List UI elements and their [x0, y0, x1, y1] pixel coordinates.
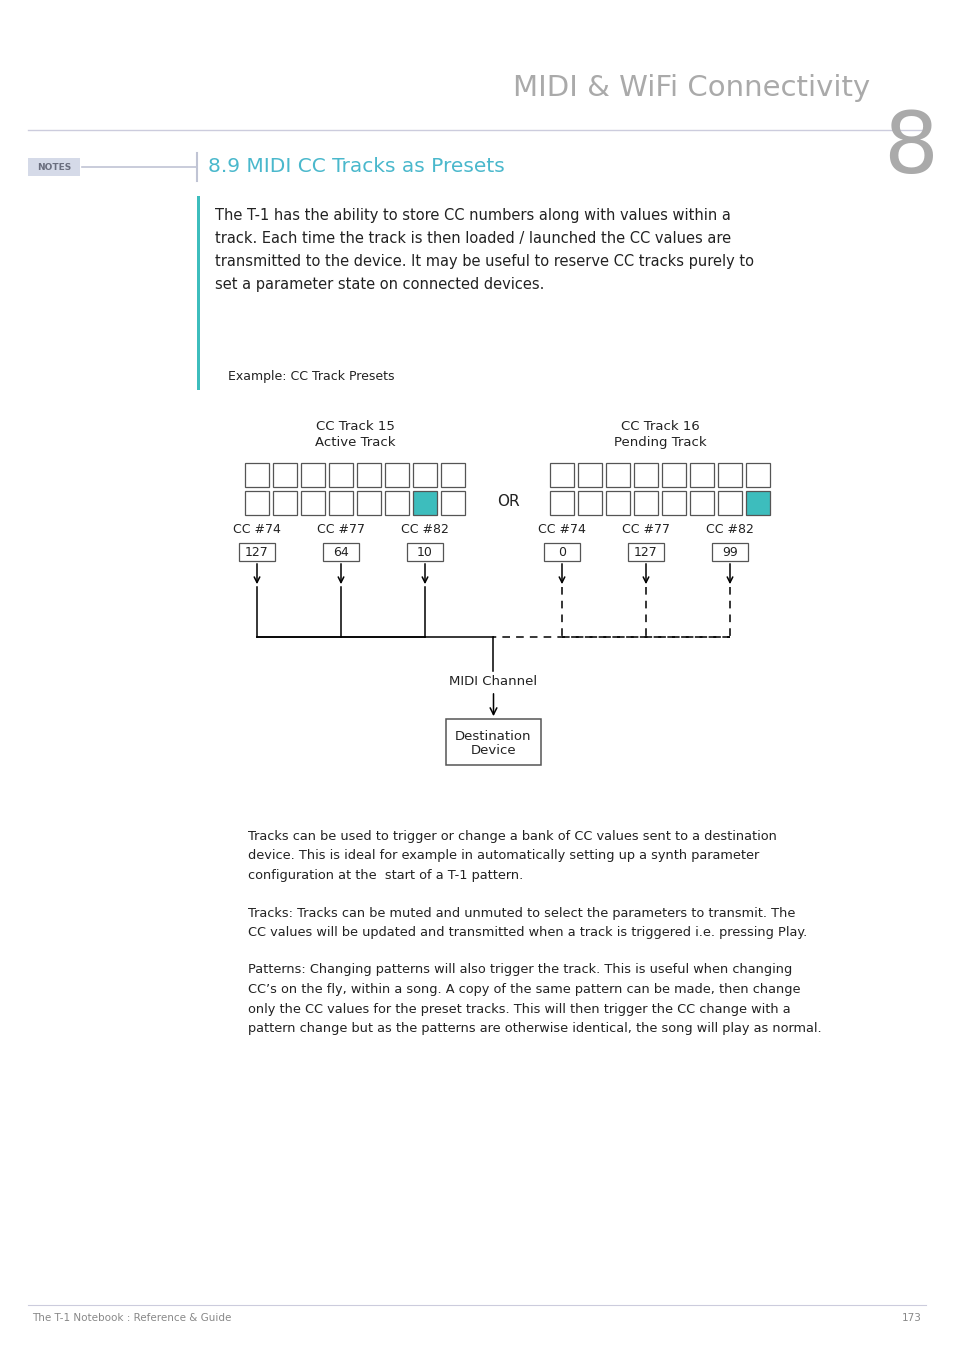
- Text: CC #77: CC #77: [316, 522, 365, 536]
- Bar: [323, 543, 358, 562]
- Text: CC Track 15: CC Track 15: [315, 420, 394, 433]
- Text: Pending Track: Pending Track: [613, 436, 705, 450]
- Text: NOTES: NOTES: [37, 162, 71, 171]
- Bar: [605, 491, 629, 514]
- Text: 0: 0: [558, 545, 565, 559]
- Bar: [578, 463, 601, 487]
- Bar: [550, 463, 574, 487]
- Text: OR: OR: [497, 494, 518, 509]
- Bar: [661, 463, 685, 487]
- Bar: [718, 463, 741, 487]
- Bar: [301, 491, 325, 514]
- Bar: [440, 463, 464, 487]
- Bar: [356, 491, 380, 514]
- Text: 99: 99: [721, 545, 737, 559]
- Bar: [446, 720, 540, 765]
- Bar: [413, 463, 436, 487]
- Text: Tracks can be used to trigger or change a bank of CC values sent to a destinatio: Tracks can be used to trigger or change …: [248, 830, 776, 842]
- Bar: [407, 543, 442, 562]
- Text: CC values will be updated and transmitted when a track is triggered i.e. pressin: CC values will be updated and transmitte…: [248, 926, 806, 940]
- Bar: [273, 491, 296, 514]
- Text: CC Track 16: CC Track 16: [620, 420, 699, 433]
- Bar: [356, 463, 380, 487]
- Bar: [413, 491, 436, 514]
- Bar: [245, 463, 269, 487]
- Text: Patterns: Changing patterns will also trigger the track. This is useful when cha: Patterns: Changing patterns will also tr…: [248, 964, 791, 976]
- Bar: [239, 543, 274, 562]
- Bar: [711, 543, 747, 562]
- Text: device. This is ideal for example in automatically setting up a synth parameter: device. This is ideal for example in aut…: [248, 849, 759, 863]
- Bar: [718, 491, 741, 514]
- Bar: [745, 491, 769, 514]
- Text: Tracks: Tracks can be muted and unmuted to select the parameters to transmit. Th: Tracks: Tracks can be muted and unmuted …: [248, 906, 795, 919]
- Text: 10: 10: [416, 545, 433, 559]
- Text: Active Track: Active Track: [314, 436, 395, 450]
- Text: CC #82: CC #82: [400, 522, 449, 536]
- Text: CC #74: CC #74: [233, 522, 280, 536]
- Text: Example: CC Track Presets: Example: CC Track Presets: [228, 370, 395, 383]
- Text: Device: Device: [470, 744, 516, 756]
- Text: The T-1 has the ability to store CC numbers along with values within a: The T-1 has the ability to store CC numb…: [214, 208, 730, 223]
- Bar: [634, 463, 658, 487]
- Bar: [385, 491, 409, 514]
- Bar: [634, 491, 658, 514]
- Bar: [689, 491, 713, 514]
- Bar: [273, 463, 296, 487]
- Bar: [627, 543, 663, 562]
- Bar: [245, 491, 269, 514]
- Bar: [689, 463, 713, 487]
- Bar: [543, 543, 579, 562]
- Bar: [605, 463, 629, 487]
- Bar: [196, 196, 200, 390]
- Text: The T-1 Notebook : Reference & Guide: The T-1 Notebook : Reference & Guide: [32, 1314, 232, 1323]
- Bar: [440, 491, 464, 514]
- Text: transmitted to the device. It may be useful to reserve CC tracks purely to: transmitted to the device. It may be use…: [214, 254, 753, 269]
- Bar: [550, 491, 574, 514]
- Text: Destination: Destination: [455, 729, 531, 742]
- Text: only the CC values for the preset tracks. This will then trigger the CC change w: only the CC values for the preset tracks…: [248, 1003, 790, 1015]
- Bar: [661, 491, 685, 514]
- Text: 8.9 MIDI CC Tracks as Presets: 8.9 MIDI CC Tracks as Presets: [208, 158, 504, 177]
- Text: 173: 173: [902, 1314, 921, 1323]
- Text: track. Each time the track is then loaded / launched the CC values are: track. Each time the track is then loade…: [214, 231, 730, 246]
- Bar: [329, 491, 353, 514]
- Bar: [745, 463, 769, 487]
- Bar: [578, 491, 601, 514]
- Text: CC #74: CC #74: [537, 522, 585, 536]
- Text: CC’s on the fly, within a song. A copy of the same pattern can be made, then cha: CC’s on the fly, within a song. A copy o…: [248, 983, 800, 996]
- Bar: [329, 463, 353, 487]
- Text: 64: 64: [333, 545, 349, 559]
- Text: 8: 8: [882, 108, 937, 190]
- Text: pattern change but as the patterns are otherwise identical, the song will play a: pattern change but as the patterns are o…: [248, 1022, 821, 1035]
- Bar: [385, 463, 409, 487]
- Text: configuration at the  start of a T-1 pattern.: configuration at the start of a T-1 patt…: [248, 869, 522, 882]
- Text: MIDI Channel: MIDI Channel: [449, 675, 537, 688]
- Bar: [301, 463, 325, 487]
- Text: 127: 127: [634, 545, 658, 559]
- Bar: [28, 158, 80, 176]
- Text: CC #82: CC #82: [705, 522, 753, 536]
- Text: CC #77: CC #77: [621, 522, 669, 536]
- Text: set a parameter state on connected devices.: set a parameter state on connected devic…: [214, 277, 544, 292]
- Text: MIDI & WiFi Connectivity: MIDI & WiFi Connectivity: [512, 74, 869, 103]
- Text: 127: 127: [245, 545, 269, 559]
